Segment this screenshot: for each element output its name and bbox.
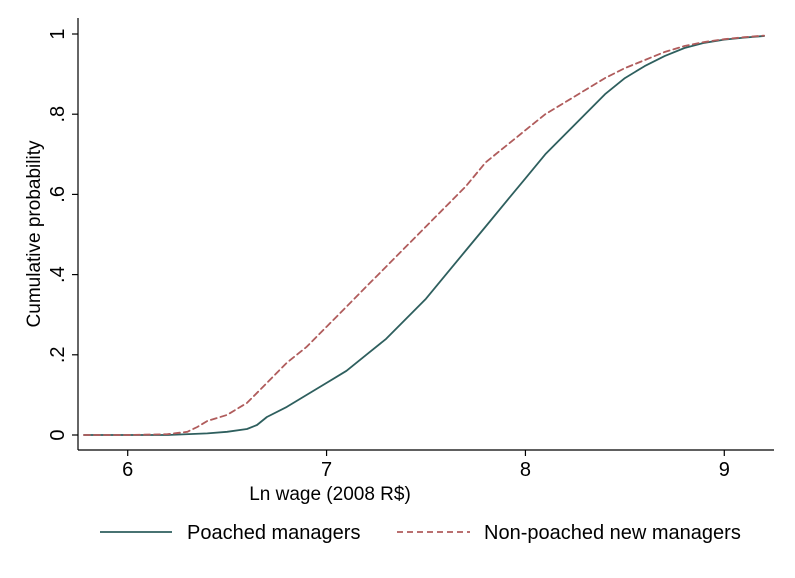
y-axis-title: Cumulative probability	[24, 140, 45, 327]
y-tick-label: .8	[47, 106, 69, 123]
y-tick-label: .6	[47, 186, 69, 203]
axes-layer: 6 7 8 9 0 .2 .4 .6 .8 1	[47, 18, 774, 481]
series-line-poached	[83, 35, 765, 436]
y-tick-label: .2	[47, 346, 69, 363]
x-axis-title: Ln wage (2008 R$)	[249, 484, 411, 505]
y-tick-label: .4	[47, 266, 69, 283]
x-tick-label: 8	[520, 459, 531, 481]
legend: Poached managers Non-poached new manager…	[100, 522, 741, 544]
y-tick-label: 1	[47, 28, 69, 39]
series-layer	[83, 34, 765, 436]
x-tick-label: 7	[321, 459, 332, 481]
y-tick-label: 0	[47, 429, 69, 440]
x-tick-label: 9	[719, 459, 730, 481]
legend-label-poached: Poached managers	[187, 522, 360, 544]
legend-label-non-poached: Non-poached new managers	[484, 522, 741, 544]
x-tick-label: 6	[122, 459, 133, 481]
series-line-non-poached	[83, 34, 765, 436]
